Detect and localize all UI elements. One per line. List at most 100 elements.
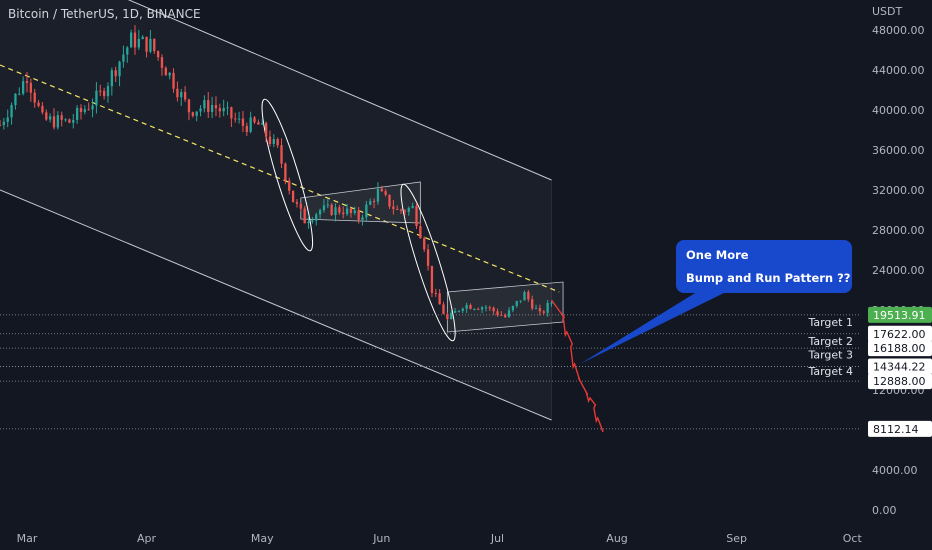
candle-body (365, 204, 368, 218)
current-price-tag-box (868, 306, 932, 323)
candle-body (91, 105, 94, 110)
candle-body (191, 112, 194, 116)
candle-body (234, 118, 237, 120)
candle-body (411, 206, 414, 208)
candle-body (230, 107, 233, 119)
candle-body (504, 315, 507, 318)
candle-body (299, 203, 302, 209)
ellipse-drop-1 (261, 98, 314, 252)
candle-body (496, 311, 499, 315)
candle-body (149, 38, 152, 52)
candle-body (41, 105, 44, 113)
candle-body (218, 108, 221, 112)
candle-body (295, 202, 299, 204)
candle-body (519, 300, 522, 302)
candle-body (461, 308, 464, 311)
x-tick-label: Jul (490, 532, 504, 545)
candle-body (473, 308, 476, 310)
candle-body (68, 119, 71, 123)
candle-body (118, 61, 121, 77)
candle-body (334, 207, 337, 215)
candle-body (6, 117, 9, 122)
candle-body (122, 54, 125, 62)
candle-body (268, 136, 272, 144)
x-tick-label: Mar (17, 532, 38, 545)
candle-body (241, 118, 245, 126)
candle-body (450, 312, 453, 320)
candle-body (180, 92, 183, 98)
candle-body (315, 214, 318, 221)
target-2-tag-label: 16188.00 (873, 342, 926, 355)
candle-body (110, 70, 113, 87)
candle-body (52, 116, 56, 128)
candle-body (106, 86, 110, 97)
candle-body (214, 105, 218, 109)
candle-body (2, 121, 6, 126)
candle-body (249, 117, 252, 132)
chart-title: Bitcoin / TetherUS, 1D, BINANCE (8, 7, 201, 21)
currency-label: USDT (872, 5, 903, 18)
candle-body (45, 112, 48, 120)
annotation-callout: One More Bump and Run Pattern ?? (676, 240, 852, 293)
target-3-name: Target 3 (807, 349, 853, 362)
candle-body (442, 304, 445, 315)
candle-body (488, 307, 491, 309)
y-tick-label: 24000.00 (872, 264, 925, 277)
candle-body (523, 292, 526, 301)
projection-path (550, 299, 604, 433)
candle-body (153, 38, 156, 52)
candle-body (183, 92, 187, 100)
candle-body (280, 145, 283, 164)
candle-body (392, 206, 395, 210)
candle-body (399, 209, 403, 211)
target-1-tag-box (868, 325, 932, 342)
x-tick-label: Apr (137, 532, 157, 545)
candle-body (500, 314, 503, 316)
candle-body (272, 139, 275, 144)
annotation-line-1: One More (686, 248, 749, 262)
candle-body (342, 212, 345, 215)
target-4-name: Target 4 (807, 365, 853, 378)
candle-body (446, 314, 449, 320)
candle-body (21, 81, 25, 94)
target-3-tag-box (868, 358, 932, 375)
channel-upper-line (127, 0, 552, 181)
x-tick-label: May (251, 532, 274, 545)
candle-body (253, 117, 256, 123)
candle-body (83, 109, 86, 112)
candle-body (237, 118, 241, 120)
candle-body (226, 107, 229, 109)
trend-line (0, 64, 560, 293)
candle-body (434, 292, 437, 294)
candle-body (210, 105, 214, 112)
candle-body (75, 108, 79, 120)
x-axis[interactable]: Mar Apr May Jun Jul Aug Sep Oct (17, 532, 863, 545)
x-tick-label: Aug (606, 532, 627, 545)
candle-body (303, 208, 306, 224)
x-tick-label: Jun (372, 532, 390, 545)
candle-body (160, 57, 164, 68)
candle-body (264, 123, 268, 137)
candle-body (291, 190, 295, 203)
candle-body (353, 210, 356, 213)
target-1-tag-label: 17622.00 (873, 328, 926, 341)
x-tick-label: Oct (843, 532, 863, 545)
candle-body (222, 107, 225, 112)
candle-body (95, 90, 98, 106)
final-target-tag-box (868, 420, 932, 437)
candle-body (469, 305, 472, 310)
candle-body (423, 238, 426, 250)
candle-body (129, 32, 133, 48)
candle-body (419, 226, 422, 239)
y-axis[interactable]: 48000.00 44000.00 40000.00 36000.00 32000.00… (872, 24, 925, 517)
candle-body (176, 88, 179, 98)
candle-body (484, 307, 488, 309)
candle-body (492, 307, 495, 312)
candle-body (438, 293, 441, 305)
candle-body (515, 301, 518, 306)
candle-body (538, 308, 542, 312)
candle-body (72, 119, 75, 123)
channel-lower-line (0, 189, 552, 421)
candle-body (187, 99, 191, 113)
